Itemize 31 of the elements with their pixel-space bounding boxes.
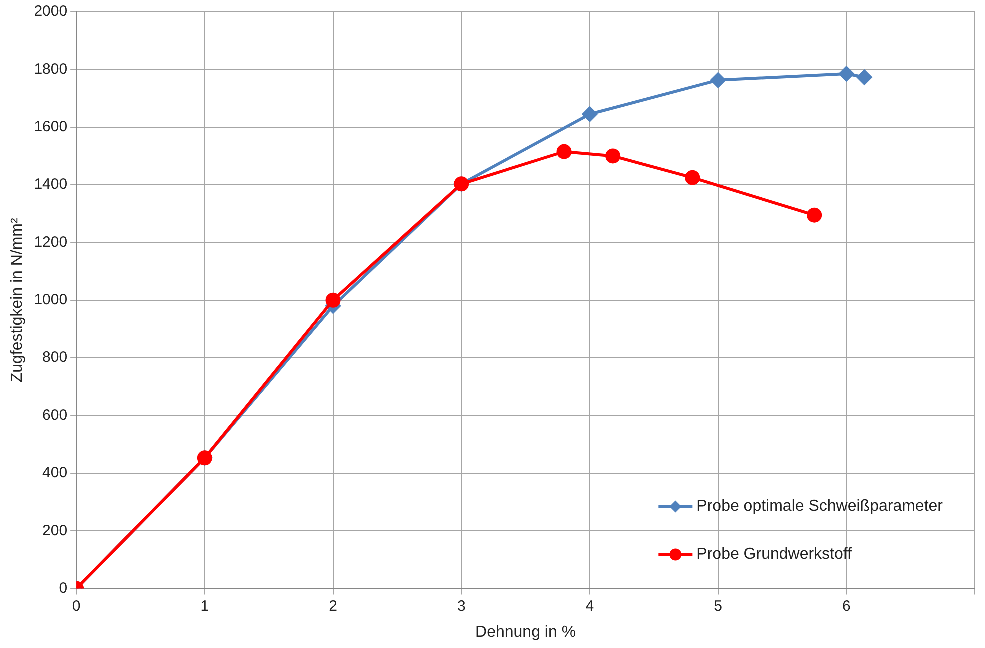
point (807, 208, 822, 223)
point (556, 144, 572, 160)
y-tick-label: 1000 (34, 292, 68, 309)
x-tick-label: 3 (457, 598, 466, 615)
point (326, 292, 341, 308)
y-tick-label: 1600 (34, 118, 68, 136)
point (582, 106, 598, 122)
point (606, 148, 621, 164)
y-tick-label: 0 (59, 580, 68, 597)
x-tick-label: 4 (586, 598, 594, 615)
point (710, 72, 726, 88)
x-tick-label: 6 (842, 598, 851, 615)
x-tick-label: 2 (329, 598, 338, 615)
x-tick-label: 0 (72, 598, 81, 615)
y-tick-label: 1800 (34, 60, 68, 78)
y-tick-label: 1400 (34, 176, 68, 194)
x-tick-label: 5 (714, 598, 722, 615)
y-tick-label: 2000 (34, 3, 68, 20)
legend-label: Probe optimale Schweißparameter (696, 498, 944, 516)
y-tick-label: 400 (42, 464, 68, 482)
y-axis-title: Zugfestigkein in N/mm² (9, 217, 26, 383)
point (685, 170, 700, 186)
x-axis-title: Dehnung in % (476, 624, 576, 641)
y-tick-label: 200 (42, 522, 68, 540)
y-tick-label: 1200 (34, 234, 68, 251)
y-tick-label: 600 (42, 406, 68, 424)
y-tick-label: 800 (42, 349, 68, 366)
legend-label: Probe Grundwerkstoff (696, 546, 853, 564)
point (857, 70, 872, 85)
x-tick-label: 1 (200, 598, 210, 615)
point (839, 66, 854, 82)
